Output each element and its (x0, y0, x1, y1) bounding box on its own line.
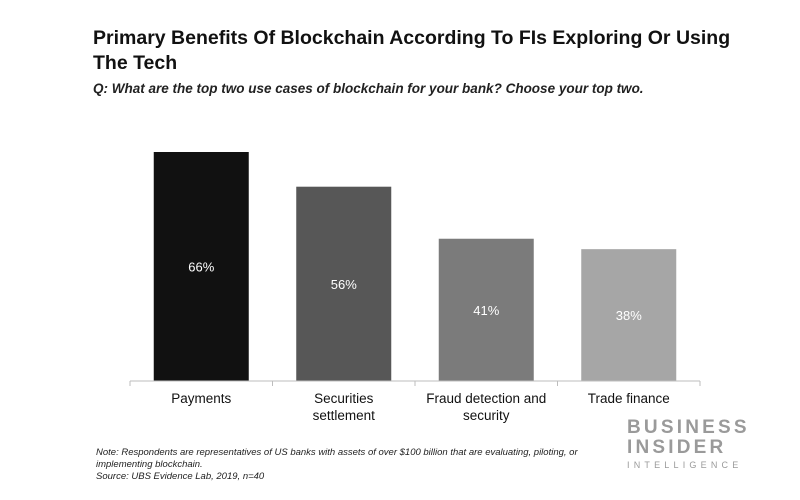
source-line: Source: UBS Evidence Lab, 2019, n=40 (96, 471, 265, 482)
category-label-1: Payments (171, 391, 231, 406)
category-label-2-line-1: Securities (314, 391, 374, 406)
note-line-1: Note: Respondents are representatives of… (96, 447, 578, 458)
bar-2 (296, 186, 392, 381)
brand-line-1: BUSINESS (627, 417, 750, 438)
business-insider-logo: BUSINESS INSIDER INTELLIGENCE (627, 418, 777, 472)
category-label-3-line-1: Fraud detection and (426, 391, 546, 406)
bar-4 (581, 249, 677, 381)
brand-line-2: INSIDER (627, 437, 727, 458)
note-line-2: implementing blockchain. (96, 459, 203, 470)
footnotes: Note: Respondents are representatives of… (96, 447, 656, 483)
chart-subtitle: Q: What are the top two use cases of blo… (93, 81, 644, 96)
bar-1 (153, 152, 249, 381)
bar-3 (438, 238, 534, 381)
category-label-2-line-2: settlement (313, 408, 376, 423)
chart-title: Primary Benefits Of Blockchain According… (93, 27, 731, 74)
value-label-3: 41% (473, 303, 499, 318)
value-label-4: 38% (616, 308, 642, 323)
category-label-3-line-2: security (463, 408, 510, 423)
brand-line-3: INTELLIGENCE (627, 460, 743, 470)
category-label-4: Trade finance (588, 391, 670, 406)
value-label-1: 66% (188, 260, 214, 275)
value-label-2: 56% (331, 277, 357, 292)
